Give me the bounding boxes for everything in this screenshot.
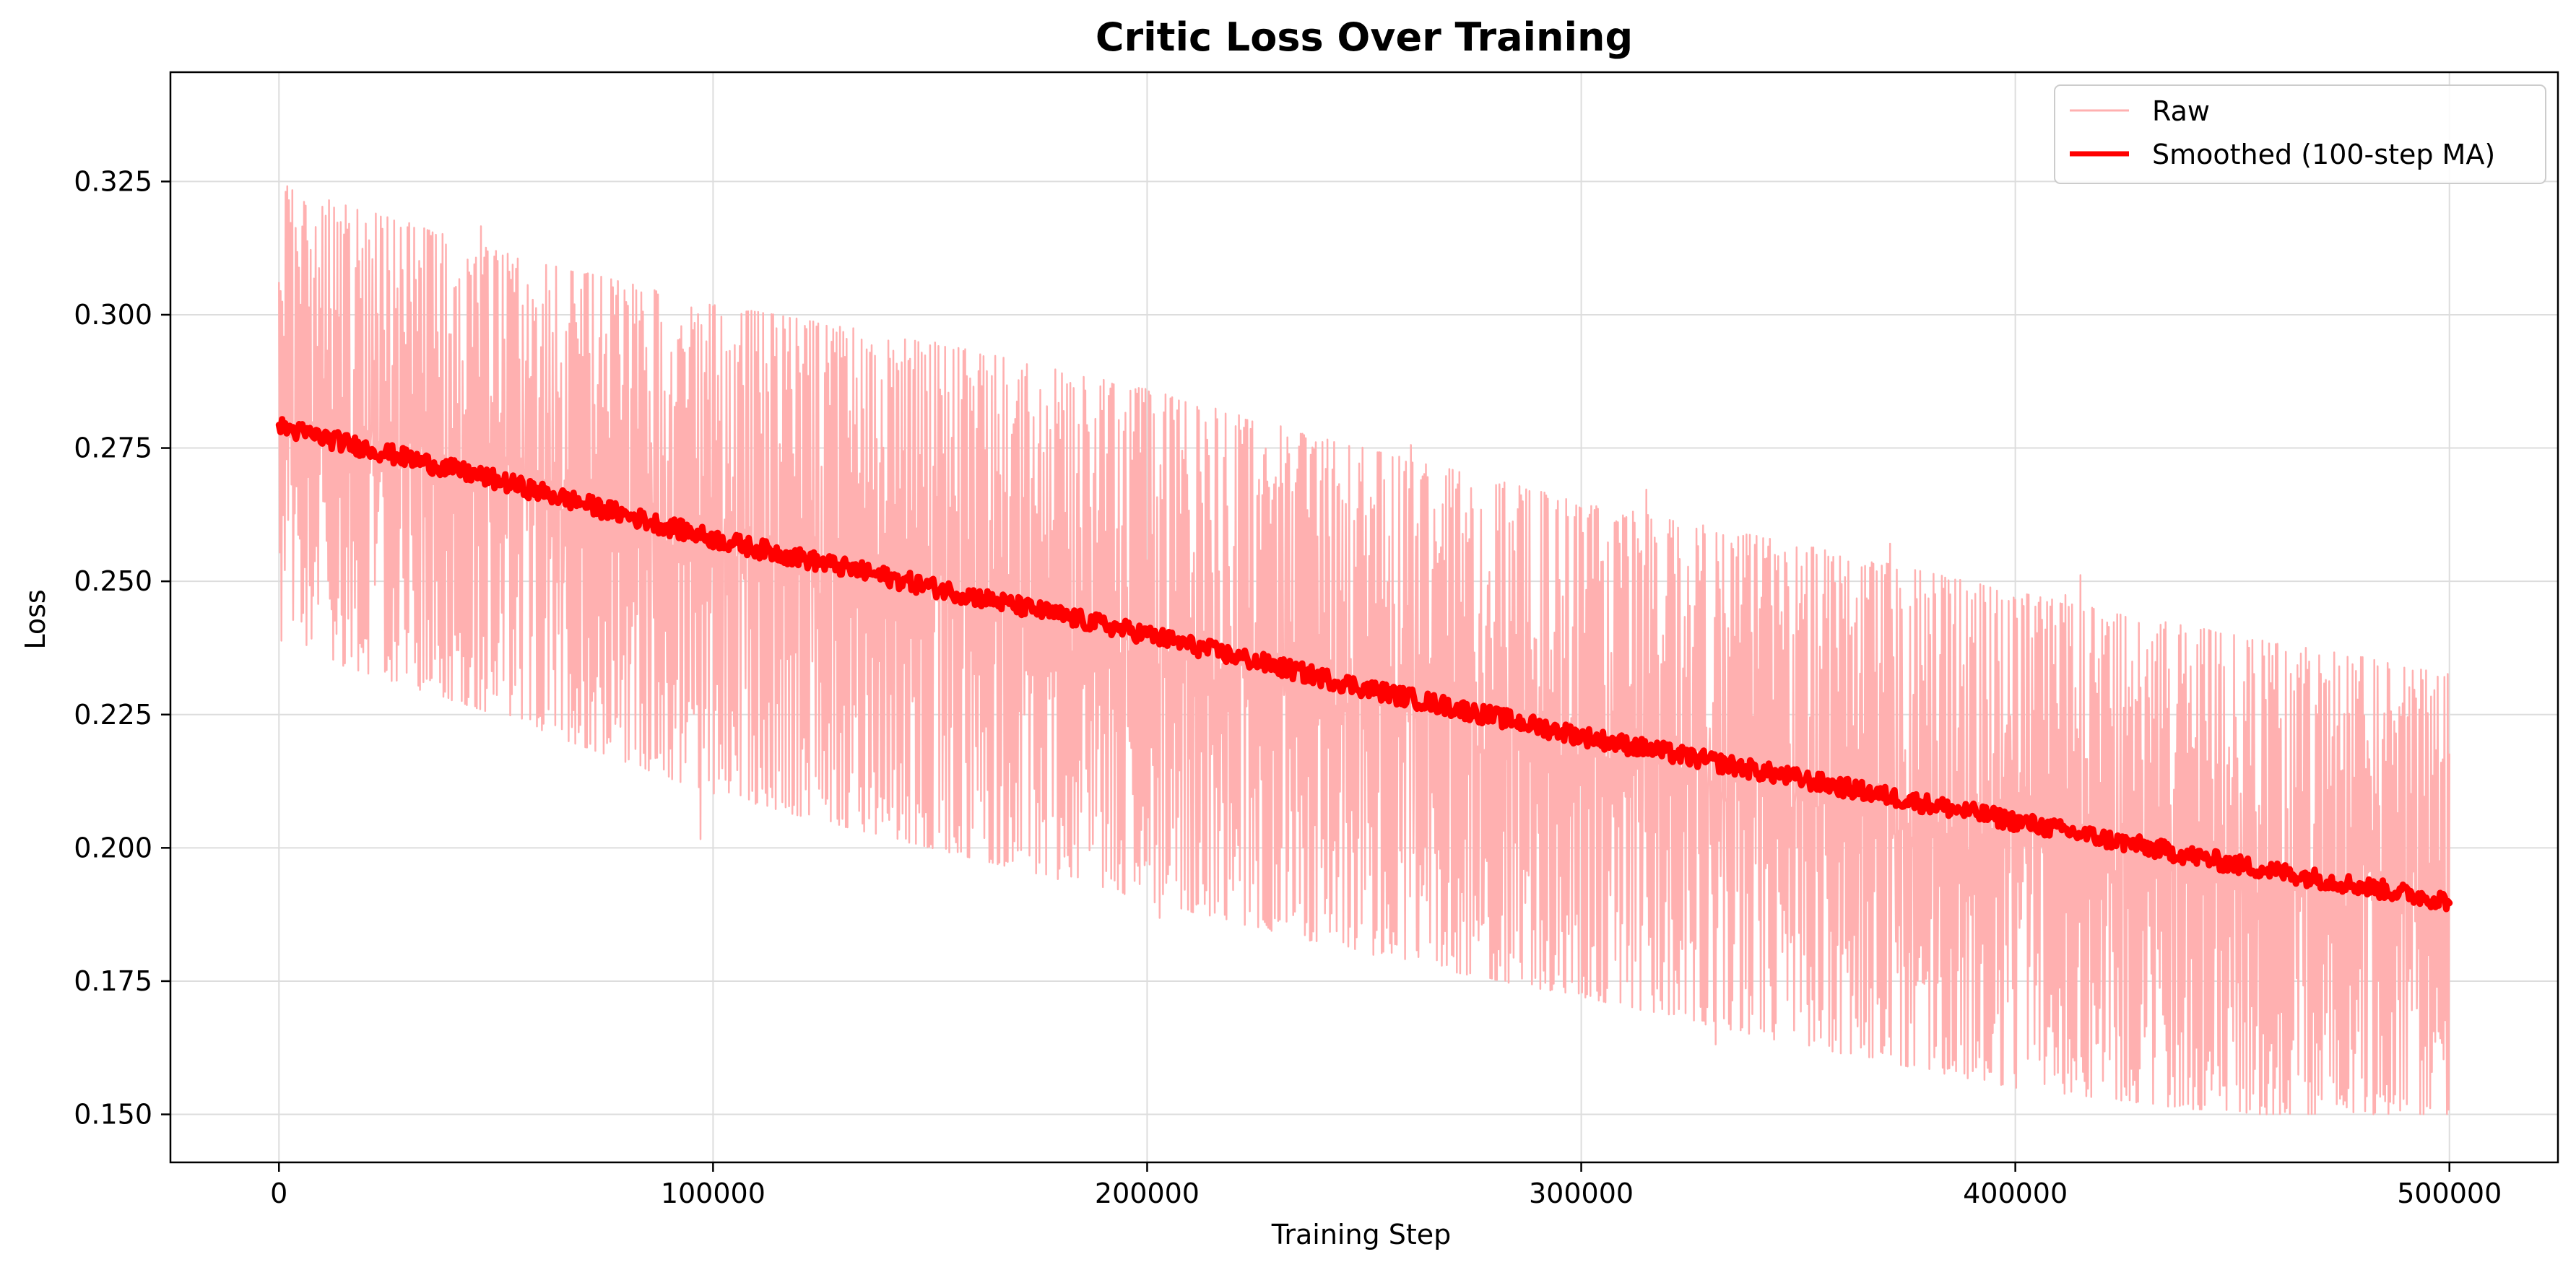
x-tick-label-4: 400000 bbox=[1963, 1178, 2068, 1209]
y-tick-label-6: 0.300 bbox=[74, 299, 152, 331]
x-axis-label: Training Step bbox=[1271, 1219, 1452, 1250]
x-axis: 0 100000 200000 300000 400000 500000 bbox=[270, 1162, 2502, 1209]
smoothed-series bbox=[275, 416, 2453, 913]
x-tick-label-5: 500000 bbox=[2397, 1178, 2502, 1209]
x-tick-label-0: 0 bbox=[270, 1178, 287, 1209]
x-tick-label-1: 100000 bbox=[661, 1178, 766, 1209]
y-tick-label-0: 0.150 bbox=[74, 1099, 152, 1131]
legend-raw-label: Raw bbox=[2152, 95, 2210, 127]
y-tick-label-5: 0.275 bbox=[74, 432, 152, 464]
legend: Raw Smoothed (100-step MA) bbox=[2054, 84, 2546, 184]
legend-box bbox=[2054, 84, 2546, 184]
raw-line bbox=[278, 185, 2450, 1115]
raw-series bbox=[278, 185, 2450, 1115]
y-axis: 0.150 0.175 0.200 0.225 0.250 0.275 0.300 0.325 bbox=[74, 165, 170, 1131]
y-tick-label-4: 0.250 bbox=[74, 565, 152, 597]
smoothed-line bbox=[275, 416, 2453, 913]
y-tick-label-2: 0.200 bbox=[74, 832, 152, 863]
y-tick-label-1: 0.175 bbox=[74, 965, 152, 997]
plot-frame bbox=[169, 71, 2559, 1164]
y-axis-label: Loss bbox=[19, 589, 51, 649]
legend-smoothed-label: Smoothed (100-step MA) bbox=[2152, 139, 2495, 170]
y-tick-label-7: 0.325 bbox=[74, 165, 152, 197]
x-tick-label-3: 300000 bbox=[1529, 1178, 1634, 1209]
y-tick-label-3: 0.225 bbox=[74, 699, 152, 731]
x-tick-label-2: 200000 bbox=[1095, 1178, 1200, 1209]
chart-title: Critic Loss Over Training bbox=[1096, 14, 1633, 60]
